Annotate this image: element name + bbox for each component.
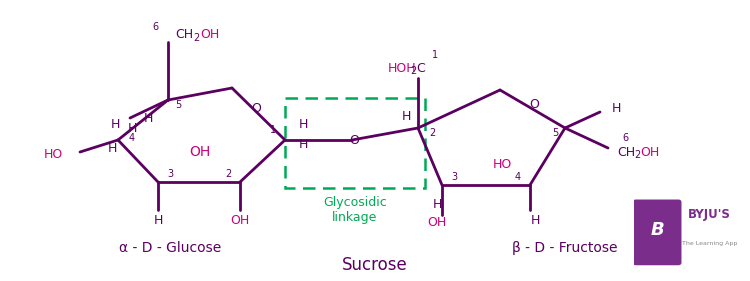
Text: H: H <box>298 119 307 132</box>
Text: H: H <box>153 214 163 226</box>
Text: CH: CH <box>617 146 635 158</box>
Text: O: O <box>349 133 359 146</box>
Text: 6: 6 <box>152 22 158 32</box>
Text: 2: 2 <box>225 169 231 179</box>
Text: Glycosidic
linkage: Glycosidic linkage <box>323 196 387 224</box>
Text: BYJU'S: BYJU'S <box>688 208 730 221</box>
Text: OH: OH <box>189 145 211 159</box>
Text: HO: HO <box>44 148 63 162</box>
Text: HOH: HOH <box>388 62 417 74</box>
Text: O: O <box>529 98 539 110</box>
Text: H: H <box>432 198 442 212</box>
Text: 1: 1 <box>432 50 438 60</box>
Text: B: B <box>650 221 664 239</box>
Text: H: H <box>107 142 117 155</box>
Text: HO: HO <box>492 158 512 171</box>
Text: C: C <box>416 62 424 74</box>
Text: O: O <box>251 103 261 115</box>
Text: CH: CH <box>175 28 194 42</box>
Text: OH: OH <box>200 28 219 42</box>
FancyBboxPatch shape <box>633 200 682 265</box>
Text: H: H <box>128 121 136 135</box>
Text: OH: OH <box>640 146 659 158</box>
Text: OH: OH <box>427 216 447 228</box>
Text: 4: 4 <box>515 172 521 182</box>
Text: 5: 5 <box>552 128 558 138</box>
Text: H: H <box>111 117 120 130</box>
Text: 4: 4 <box>129 133 135 143</box>
Text: H: H <box>143 112 153 124</box>
Text: 2: 2 <box>634 150 640 160</box>
Bar <box>285 98 425 188</box>
Text: 2: 2 <box>429 128 435 138</box>
Text: H: H <box>530 214 540 226</box>
Text: H: H <box>401 110 411 123</box>
FancyBboxPatch shape <box>632 189 747 277</box>
Text: α - D - Glucose: α - D - Glucose <box>118 241 221 255</box>
Text: 6: 6 <box>622 133 628 143</box>
Text: Sucrose: Sucrose <box>342 256 408 274</box>
Text: 1: 1 <box>270 125 276 135</box>
Text: The Learning App: The Learning App <box>682 241 737 246</box>
Text: H: H <box>612 101 621 114</box>
Text: H: H <box>298 139 307 151</box>
Text: 3: 3 <box>451 172 457 182</box>
Text: β - D - Fructose: β - D - Fructose <box>512 241 618 255</box>
Text: 3: 3 <box>167 169 173 179</box>
Text: OH: OH <box>230 214 250 226</box>
Text: 2: 2 <box>193 33 200 43</box>
Text: 2: 2 <box>410 66 416 76</box>
Text: 5: 5 <box>175 100 181 110</box>
